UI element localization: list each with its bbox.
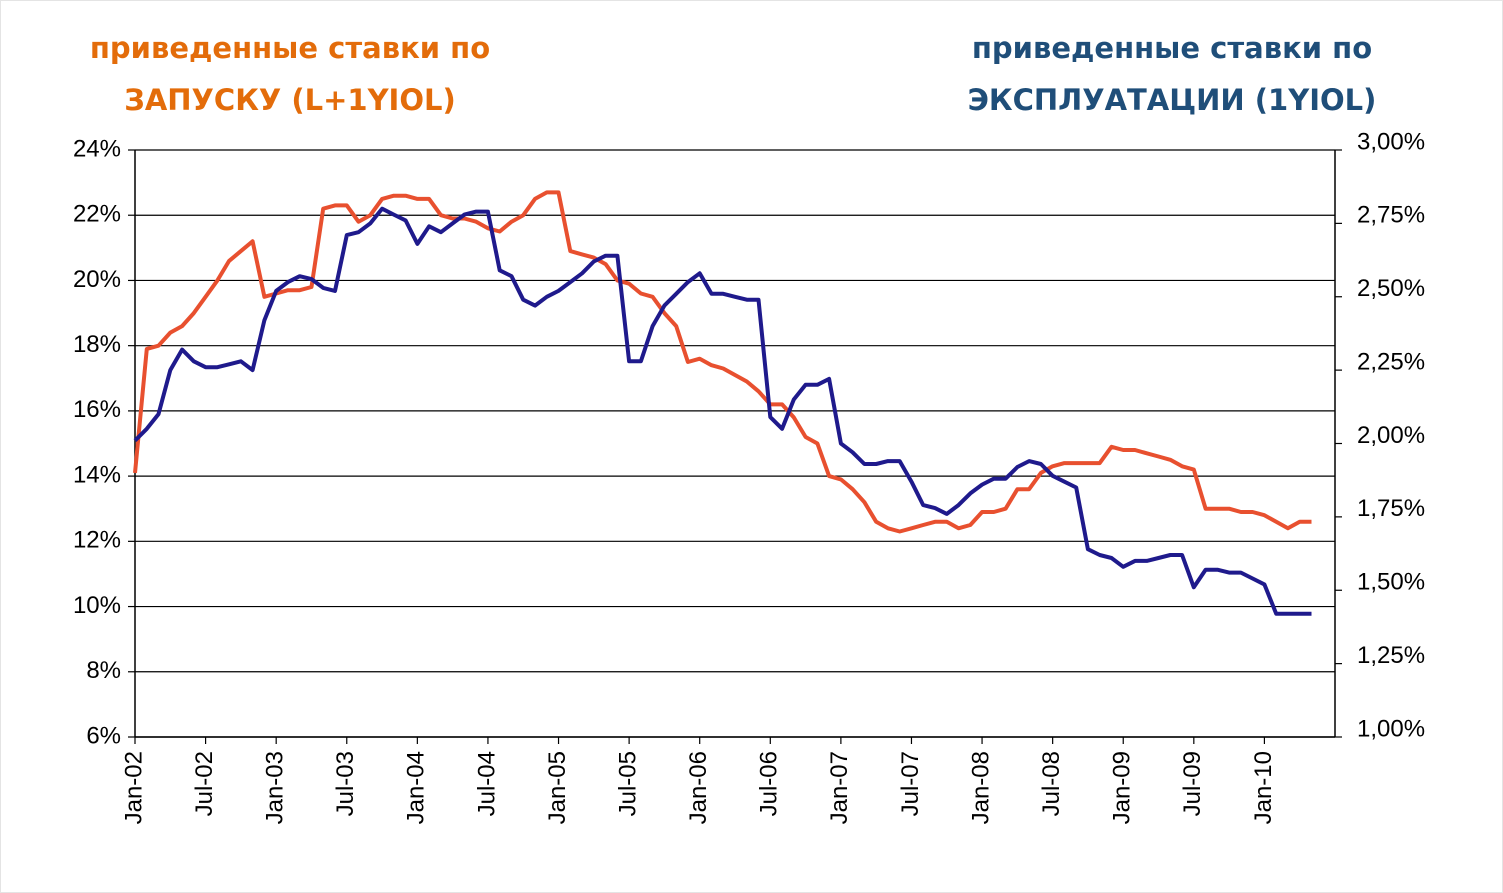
legend-title: ЗАПУСКУ (L+1YIOL) [124, 83, 456, 117]
x-tick-label: Jul-04 [473, 751, 500, 816]
y2-tick-label: 1,75% [1357, 495, 1425, 522]
x-tick-label: Jan-10 [1250, 751, 1277, 824]
x-tick-label: Jan-08 [967, 751, 994, 824]
x-tick-label: Jan-05 [544, 751, 571, 824]
x-tick-label: Jul-08 [1038, 751, 1065, 816]
y2-tick-label: 1,00% [1357, 715, 1425, 742]
plot-area [135, 150, 1335, 737]
x-tick-label: Jul-05 [614, 751, 641, 816]
y-tick-label: 22% [73, 201, 121, 228]
x-tick-label: Jan-02 [120, 751, 147, 824]
x-tick-label: Jan-07 [826, 751, 853, 824]
y-tick-label: 14% [73, 461, 121, 488]
y-tick-label: 6% [86, 722, 121, 749]
x-tick-label: Jan-09 [1109, 751, 1136, 824]
y-tick-label: 12% [73, 527, 121, 554]
legend-title: приведенные ставки по [972, 31, 1372, 65]
y-tick-label: 18% [73, 331, 121, 358]
x-tick-label: Jan-03 [262, 751, 289, 824]
legend-title: приведенные ставки по [90, 31, 490, 65]
x-tick-label: Jul-09 [1179, 751, 1206, 816]
x-tick-label: Jan-06 [685, 751, 712, 824]
y2-tick-label: 2,00% [1357, 422, 1425, 449]
y2-tick-label: 2,25% [1357, 348, 1425, 375]
y-tick-label: 16% [73, 396, 121, 423]
y2-tick-label: 3,00% [1357, 128, 1425, 155]
y-tick-label: 20% [73, 266, 121, 293]
x-tick-label: Jan-04 [403, 751, 430, 824]
y-tick-label: 24% [73, 135, 121, 162]
x-tick-label: Jul-07 [897, 751, 924, 816]
y-tick-label: 8% [86, 657, 121, 684]
y2-tick-label: 2,50% [1357, 275, 1425, 302]
series-line [133, 206, 1312, 616]
series-line [133, 190, 1312, 534]
x-tick-label: Jul-03 [332, 751, 359, 816]
x-tick-label: Jul-06 [756, 751, 783, 816]
y2-tick-label: 1,25% [1357, 642, 1425, 669]
x-tick-label: Jul-02 [191, 751, 218, 816]
legend-title: ЭКСПЛУАТАЦИИ (1YIOL) [968, 83, 1377, 117]
y-tick-label: 10% [73, 592, 121, 619]
y2-tick-label: 2,75% [1357, 202, 1425, 229]
y2-tick-label: 1,50% [1357, 569, 1425, 596]
